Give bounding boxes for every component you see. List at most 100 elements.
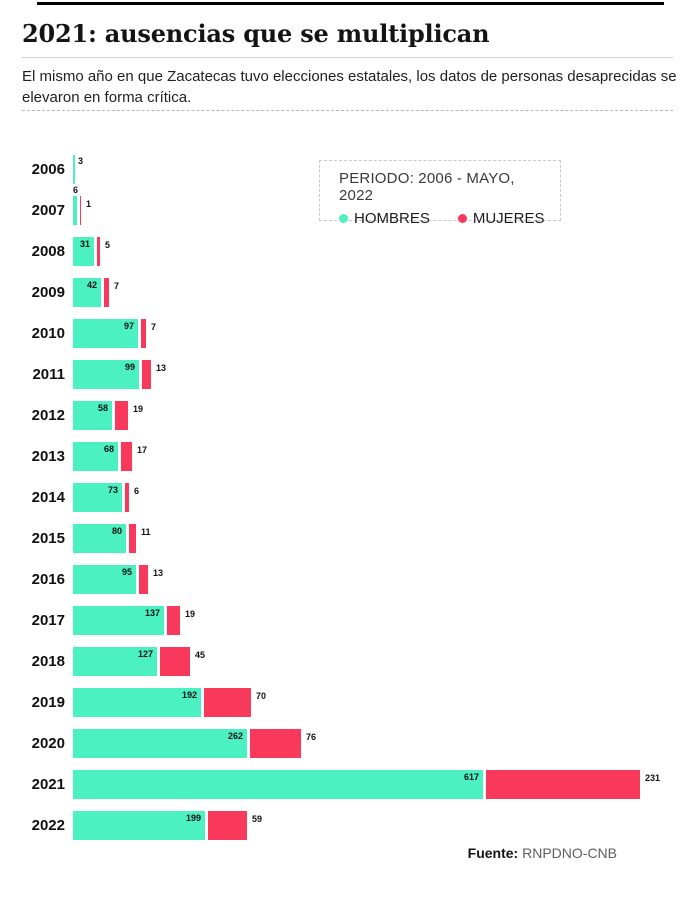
chart-row: 2008 31 5 bbox=[22, 237, 690, 266]
mujeres-value: 11 bbox=[141, 527, 151, 537]
hombres-value: 127 bbox=[137, 649, 153, 659]
hombres-value: 58 bbox=[97, 403, 108, 413]
mujeres-bar bbox=[139, 565, 148, 594]
hombres-value: 97 bbox=[123, 321, 134, 331]
hombres-bar: 58 bbox=[73, 401, 112, 430]
mujeres-value: 6 bbox=[134, 486, 140, 496]
mujeres-value: 13 bbox=[153, 568, 164, 578]
chart-row: 2019 192 70 bbox=[22, 688, 690, 717]
year-label: 2019 bbox=[31, 694, 65, 711]
mujeres-dot-icon bbox=[457, 214, 467, 223]
source-label: Fuente: bbox=[467, 845, 519, 861]
year-label: 2014 bbox=[31, 489, 65, 506]
bar-track: 97 7 bbox=[73, 319, 690, 348]
legend-item-mujeres: MUJERES bbox=[457, 210, 545, 227]
mujeres-bar bbox=[208, 811, 247, 840]
hombres-bar: 31 bbox=[73, 237, 94, 266]
chart-row: 2009 42 7 bbox=[22, 278, 690, 307]
hombres-value: 95 bbox=[121, 567, 132, 577]
mujeres-bar bbox=[97, 237, 100, 266]
year-label: 2018 bbox=[31, 653, 65, 670]
mujeres-bar bbox=[121, 442, 132, 471]
hombres-dot-icon bbox=[339, 214, 348, 223]
hombres-bar: 6 bbox=[73, 185, 78, 225]
chart-row: 2022 199 59 bbox=[22, 811, 690, 840]
chart-row: 2011 99 13 bbox=[22, 360, 690, 389]
bar-track: 6 1 bbox=[73, 185, 690, 225]
mujeres-value: 76 bbox=[306, 732, 317, 742]
mujeres-bar bbox=[250, 729, 301, 758]
mujeres-bar bbox=[125, 483, 129, 512]
year-label: 2022 bbox=[31, 817, 65, 834]
mujeres-value: 231 bbox=[645, 773, 661, 783]
hombres-bar: 199 bbox=[73, 811, 205, 840]
hombres-bar: 617 bbox=[73, 770, 483, 799]
hombres-value: 262 bbox=[227, 731, 243, 741]
legend-items: HOMBRES MUJERES bbox=[339, 210, 550, 227]
hombres-value: 80 bbox=[111, 526, 122, 536]
year-label: 2016 bbox=[31, 571, 65, 588]
bar-track: 31 5 bbox=[73, 237, 690, 266]
year-label: 2010 bbox=[31, 325, 65, 342]
hombres-bar: 80 bbox=[73, 524, 126, 553]
hombres-bar: 42 bbox=[73, 278, 101, 307]
mujeres-value: 59 bbox=[252, 814, 263, 824]
bar-track: 68 17 bbox=[73, 442, 690, 471]
top-accent-rule bbox=[37, 2, 664, 5]
year-label: 2009 bbox=[31, 284, 65, 301]
hombres-bar: 137 bbox=[73, 606, 164, 635]
legend-label-hombres: HOMBRES bbox=[354, 210, 430, 227]
bar-chart: 2006 3 2007 6 1 2008 31 5 2009 bbox=[22, 155, 690, 852]
chart-row: 2021 617 231 bbox=[22, 770, 690, 799]
title-divider bbox=[22, 57, 673, 58]
chart-row: 2007 6 1 bbox=[22, 185, 690, 225]
hombres-bar: 97 bbox=[73, 319, 138, 348]
mujeres-bar bbox=[80, 196, 81, 225]
mujeres-value: 19 bbox=[185, 609, 196, 619]
bar-track: 42 7 bbox=[73, 278, 690, 307]
chart-row: 2016 95 13 bbox=[22, 565, 690, 594]
mujeres-bar bbox=[167, 606, 180, 635]
chart-row: 2013 68 17 bbox=[22, 442, 690, 471]
mujeres-bar bbox=[141, 319, 146, 348]
hombres-value: 6 bbox=[73, 185, 79, 195]
year-label: 2013 bbox=[31, 448, 65, 465]
mujeres-value: 13 bbox=[156, 363, 167, 373]
hombres-bar: 99 bbox=[73, 360, 139, 389]
chart-row: 2012 58 19 bbox=[22, 401, 690, 430]
mujeres-bar bbox=[486, 770, 640, 799]
hombres-bar: 262 bbox=[73, 729, 247, 758]
bar-track: 127 45 bbox=[73, 647, 690, 676]
hombres-bar: 68 bbox=[73, 442, 118, 471]
page-subtitle: El mismo año en que Zacatecas tuvo elecc… bbox=[22, 68, 677, 106]
year-label: 2011 bbox=[32, 366, 65, 383]
bar-track: 73 6 bbox=[73, 483, 690, 512]
mujeres-value: 7 bbox=[151, 322, 157, 332]
hombres-value: 3 bbox=[78, 156, 84, 166]
mujeres-bar bbox=[142, 360, 151, 389]
hombres-value: 137 bbox=[144, 608, 160, 618]
chart-row: 2015 80 11 bbox=[22, 524, 690, 553]
year-label: 2015 bbox=[31, 530, 65, 547]
hombres-value: 99 bbox=[124, 362, 135, 372]
hombres-bar: 95 bbox=[73, 565, 136, 594]
hombres-value: 199 bbox=[185, 813, 201, 823]
page-title: 2021: ausencias que se multiplican bbox=[22, 19, 490, 48]
chart-row: 2020 262 76 bbox=[22, 729, 690, 758]
mujeres-value: 19 bbox=[133, 404, 144, 414]
mujeres-value: 70 bbox=[256, 691, 267, 701]
year-label: 2007 bbox=[31, 202, 65, 219]
hombres-bar: 192 bbox=[73, 688, 201, 717]
hombres-value: 68 bbox=[103, 444, 114, 454]
mujeres-value: 17 bbox=[137, 445, 148, 455]
bar-track: 262 76 bbox=[73, 729, 690, 758]
chart-row: 2006 3 bbox=[22, 155, 690, 184]
year-label: 2017 bbox=[31, 612, 65, 629]
mujeres-value: 1 bbox=[86, 199, 92, 209]
hombres-value: 31 bbox=[79, 239, 90, 249]
year-label: 2021 bbox=[31, 776, 65, 793]
bar-track: 617 231 bbox=[73, 770, 690, 799]
mujeres-bar bbox=[115, 401, 128, 430]
bar-track: 95 13 bbox=[73, 565, 690, 594]
hombres-value: 73 bbox=[107, 485, 118, 495]
